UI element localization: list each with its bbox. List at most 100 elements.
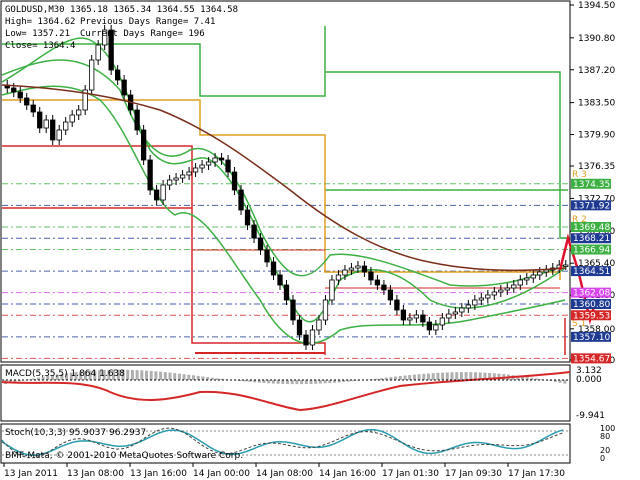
macd-bar [535, 378, 539, 380]
price-badge-label: 1368.21 [573, 234, 610, 244]
candle-body [11, 87, 17, 93]
macd-bar [455, 372, 459, 380]
macd-bar [112, 369, 116, 380]
price-badge-label: 1354.67 [573, 354, 610, 364]
macd-bar [474, 372, 477, 380]
macd-bar [196, 375, 200, 380]
price-badge [571, 353, 611, 364]
macd-bar [445, 372, 449, 380]
price-badge [571, 244, 611, 255]
time-tick-label: 17 Jan 17:30 [508, 469, 565, 479]
price-badge [571, 310, 611, 321]
candle-body [63, 121, 69, 131]
candle-body [56, 129, 62, 141]
main-chart-panel[interactable] [0, 0, 571, 363]
macd-bar [380, 378, 383, 380]
candle-body [173, 177, 179, 181]
candle-body [160, 184, 166, 201]
macd-bar [27, 379, 31, 380]
low-value: Low= 1357.21 [5, 29, 70, 39]
candle-body [17, 91, 23, 99]
candle-body [530, 274, 536, 279]
candle-body [147, 159, 153, 191]
macd-bar [314, 380, 318, 384]
price-tick-label: 1394.50 [578, 1, 615, 11]
macd-bar [464, 372, 468, 380]
macd-bar [182, 374, 186, 380]
candle-body [563, 264, 569, 267]
pivot-lines [2, 26, 568, 355]
macd-bar [36, 377, 40, 380]
macd-bar [192, 375, 195, 380]
macd-bar [431, 373, 435, 380]
candle-body [115, 69, 121, 81]
macd-bar [483, 372, 487, 380]
candle-body [452, 311, 458, 315]
macd-bar [530, 377, 534, 380]
candle-body [543, 269, 549, 273]
macd-bar [384, 377, 388, 380]
macd-bar [290, 380, 294, 385]
price-badge [571, 287, 611, 298]
macd-bar [126, 369, 130, 380]
macd-bar [173, 373, 177, 380]
price-badge-label: 1360.80 [573, 300, 610, 310]
bollinger-line [1, 85, 566, 345]
macd-bar [276, 380, 280, 384]
price-tick-label: 1369.00 [578, 227, 615, 237]
candle-body [335, 274, 342, 281]
candle-body [251, 224, 257, 239]
macd-bar [145, 370, 148, 380]
macd-bar [257, 380, 261, 383]
macd-bar [102, 369, 106, 380]
candle-body [537, 271, 543, 276]
macd-bar [488, 372, 492, 380]
candle-body [342, 269, 348, 276]
candle-body [374, 279, 381, 286]
macd-bar [79, 371, 83, 380]
candle-body [43, 119, 49, 129]
candle-body [491, 291, 497, 296]
macd-bar [69, 372, 73, 380]
stoch-tick-0: 0 [600, 454, 605, 463]
macd-bar [342, 380, 346, 382]
price-tick-label: 1387.20 [578, 66, 615, 76]
time-tick-label: 14 Jan 16:00 [319, 469, 376, 479]
pivot-label-r2: R 2 [572, 215, 587, 225]
close-value: Close= 1364.4 [5, 41, 75, 51]
price-tick-label: 1376.35 [578, 162, 615, 172]
candle-body [309, 329, 316, 346]
price-tick-label: 1365.40 [578, 259, 615, 269]
macd-bar [422, 373, 426, 380]
time-tick-label: 17 Jan 09:30 [445, 469, 502, 479]
price-badge [571, 221, 611, 232]
price-badge-label: 1366.94 [573, 246, 610, 256]
macd-bar [248, 380, 252, 382]
watermark: BMF-Meta, © 2001-2010 MetaQuotes Softwar… [5, 451, 243, 461]
stochastic-lines [1, 427, 569, 459]
macd-bar [328, 380, 332, 384]
macd-bar [46, 375, 50, 380]
candle-body [465, 304, 471, 309]
price-tick-label: 1383.50 [578, 99, 615, 109]
candle-body [264, 249, 270, 263]
candle-body [238, 189, 244, 211]
macd-bar [304, 380, 308, 385]
bollinger-line [1, 59, 566, 287]
candlesticks [4, 25, 569, 350]
macd-bar [32, 378, 36, 380]
candle-body [420, 314, 426, 323]
macd-bar [13, 380, 17, 383]
macd-bar [201, 376, 205, 380]
macd-bar [271, 380, 275, 384]
candle-body [498, 289, 504, 293]
macd-tick-zero: 0.000 [576, 375, 602, 385]
time-tick-label: 14 Jan 08:00 [256, 469, 313, 479]
macd-bar [60, 373, 64, 380]
macd-bar [563, 380, 567, 384]
candle-body [478, 297, 484, 301]
candle-body [290, 299, 296, 321]
price-badge [571, 266, 611, 277]
candle-body [426, 321, 433, 331]
